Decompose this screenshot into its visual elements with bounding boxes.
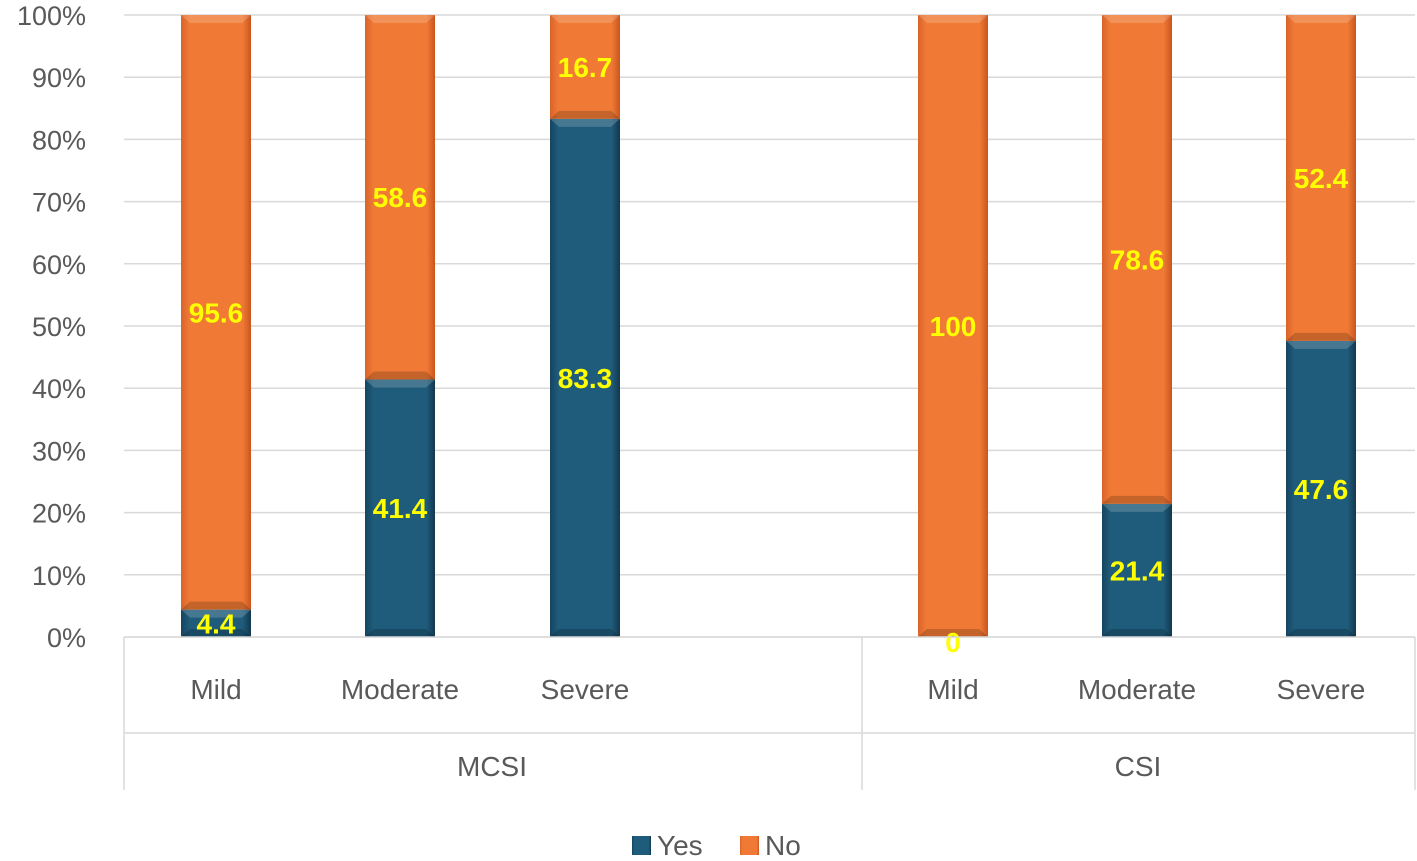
bar-bevel-bottom-yes-4 [1102, 629, 1172, 637]
y-tick-label-20: 20% [32, 499, 86, 529]
legend: Yes No [632, 830, 801, 861]
data-label-no-4: 78.6 [1110, 244, 1165, 275]
data-label-yes-5: 47.6 [1294, 474, 1349, 505]
data-labels: 4.4 95.6 41.4 58.6 83.3 16.7 0 100 21.4 78.6 47.6 5… [189, 52, 1349, 658]
bar-bevel-top-yes-4 [1102, 503, 1172, 512]
bar-yes-5 [1286, 340, 1356, 637]
bar-no-0 [181, 15, 251, 610]
legend-label-no: No [765, 830, 801, 861]
bar-no-5 [1286, 15, 1356, 341]
bar-bevel-bottom-no-1 [365, 371, 435, 380]
bar-no-4 [1102, 15, 1172, 504]
data-label-yes-0: 4.4 [197, 608, 236, 639]
data-label-no-0: 95.6 [189, 297, 244, 328]
category-label-0: Mild [190, 674, 241, 705]
bar-bevel-bottom-yes-1 [365, 629, 435, 637]
bar-bevel-bottom-no-0 [181, 601, 251, 610]
category-label-2: Severe [541, 674, 630, 705]
y-axis-tick-labels: 0% 10% 20% 30% 40% 50% 60% 70% 80% 90% 100% [17, 1, 86, 653]
y-tick-label-60: 60% [32, 250, 86, 280]
y-tick-label-10: 10% [32, 561, 86, 591]
bar-no-1 [365, 15, 435, 380]
data-label-yes-3: 0 [945, 627, 961, 658]
category-label-4: Moderate [1078, 674, 1196, 705]
category-label-3: Mild [927, 674, 978, 705]
data-label-yes-1: 41.4 [373, 493, 428, 524]
bar-bevel-bottom-yes-5 [1286, 629, 1356, 637]
group-label-csi: CSI [1115, 751, 1162, 782]
data-label-no-1: 58.6 [373, 182, 428, 213]
category-label-5: Severe [1277, 674, 1366, 705]
data-label-no-2: 16.7 [558, 52, 613, 83]
bar-bevel-top-no-0 [181, 15, 251, 23]
y-tick-label-0: 0% [47, 623, 86, 653]
bar-yes-4 [1102, 503, 1172, 637]
legend-swatch-no [740, 836, 759, 855]
bar-bevel-top-yes-1 [365, 379, 435, 388]
y-tick-label-50: 50% [32, 312, 86, 342]
data-label-yes-4: 21.4 [1110, 555, 1165, 586]
group-label-mcsi: MCSI [457, 751, 527, 782]
bar-bevel-bottom-no-5 [1286, 332, 1356, 341]
bar-bevel-top-no-3 [918, 15, 988, 23]
data-label-no-5: 52.4 [1294, 163, 1349, 194]
y-tick-label-90: 90% [32, 63, 86, 93]
bar-no-3 [918, 15, 988, 637]
data-label-yes-2: 83.3 [558, 363, 613, 394]
bar-yes-2 [550, 118, 620, 637]
category-label-1: Moderate [341, 674, 459, 705]
bar-bevel-top-no-4 [1102, 15, 1172, 23]
bar-bevel-top-yes-5 [1286, 340, 1356, 349]
y-tick-label-100: 100% [17, 1, 86, 31]
bar-bevel-top-no-2 [550, 15, 620, 23]
bar-bevel-bottom-no-2 [550, 110, 620, 119]
bar-bevel-bottom-yes-2 [550, 629, 620, 637]
bar-no-2 [550, 15, 620, 119]
bar-bevel-top-no-5 [1286, 15, 1356, 23]
bar-bevel-bottom-no-3 [918, 629, 988, 637]
category-axis: Mild Moderate Severe MCSI Mild Moderate Severe… [123, 636, 1416, 790]
bar-bevel-bottom-yes-0 [181, 629, 251, 637]
y-tick-label-30: 30% [32, 436, 86, 466]
legend-swatch-yes [632, 836, 651, 855]
bars [181, 15, 1356, 637]
bar-yes-0 [181, 609, 251, 637]
bar-bevel-top-no-1 [365, 15, 435, 23]
legend-label-yes: Yes [657, 830, 703, 861]
y-tick-label-80: 80% [32, 125, 86, 155]
gridlines [124, 14, 1415, 638]
y-tick-label-70: 70% [32, 188, 86, 218]
y-tick-label-40: 40% [32, 374, 86, 404]
bar-bevel-bottom-no-4 [1102, 495, 1172, 504]
data-label-no-3: 100 [930, 311, 977, 342]
bar-yes-1 [365, 379, 435, 637]
bar-bevel-top-yes-0 [181, 609, 251, 618]
bar-bevel-top-yes-2 [550, 118, 620, 127]
